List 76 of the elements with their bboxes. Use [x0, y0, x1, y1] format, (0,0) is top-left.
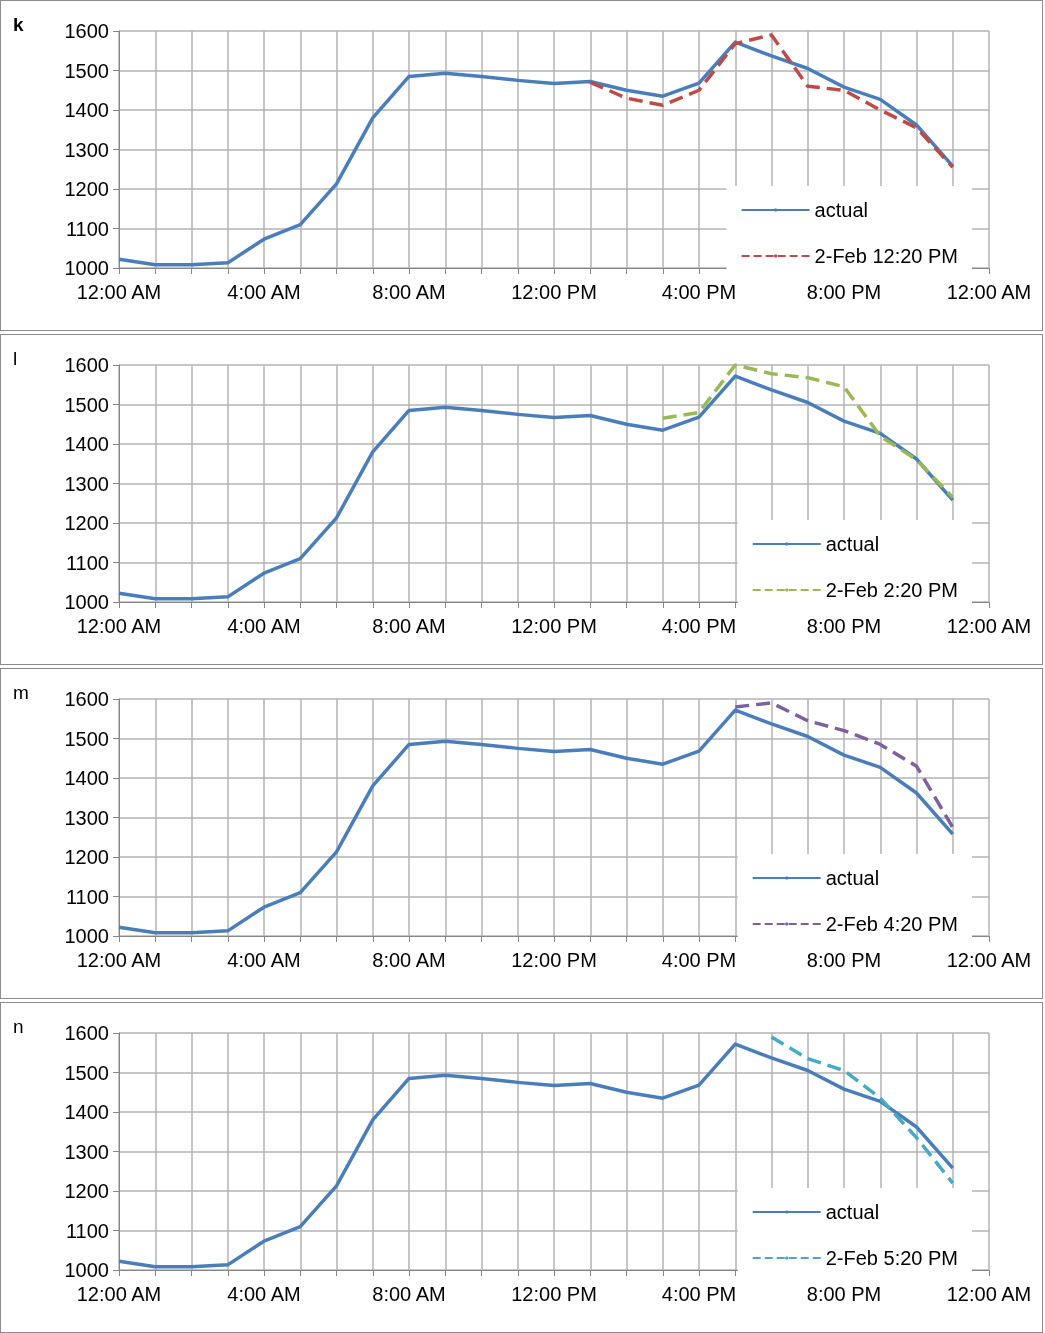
legend-label: 2-Feb 4:20 PM	[825, 913, 959, 935]
line-series	[769, 1035, 955, 1185]
legend-label: actual	[825, 533, 880, 555]
y-tick-label: 1100	[65, 551, 109, 574]
y-tick-label: 1400	[64, 433, 109, 455]
y-tick-label: 1100	[65, 1219, 109, 1242]
x-tick-label: 4:00 AM	[227, 281, 301, 303]
y-tick-label: 1600	[64, 1022, 109, 1044]
y-tick-label: 1300	[64, 806, 109, 829]
x-tick-label: 8:00 AM	[372, 1283, 446, 1305]
x-tick-label: 8:00 PM	[806, 615, 882, 637]
x-tick-label: 4:00 AM	[227, 949, 301, 971]
x-tick-label: 8:00 AM	[372, 281, 446, 303]
x-tick-label: 4:00 AM	[227, 615, 301, 637]
line-series	[117, 708, 955, 935]
y-tick-label: 1000	[64, 257, 109, 279]
x-tick-label: 8:00 AM	[372, 949, 446, 971]
line-series	[588, 33, 955, 170]
y-tick-label: 1000	[64, 591, 109, 613]
x-tick-label: 12:00 AM	[946, 949, 1032, 971]
x-tick-label: 12:00 AM	[76, 615, 162, 637]
y-tick-label: 1400	[64, 99, 109, 121]
y-tick-label: 1200	[64, 178, 109, 200]
y-tick-label: 1100	[65, 217, 109, 240]
y-tick-label: 1400	[64, 767, 109, 789]
x-tick-label: 8:00 PM	[806, 949, 882, 971]
y-tick-label: 1300	[64, 472, 109, 495]
y-tick-label: 1200	[64, 1180, 109, 1202]
text: m	[13, 682, 29, 703]
x-tick-label: 12:00 AM	[946, 281, 1032, 303]
x-tick-label: 12:00 AM	[946, 1283, 1032, 1305]
y-tick-label: 1600	[64, 688, 109, 710]
y-tick-label: 1200	[64, 512, 109, 534]
y-tick-label: 1600	[64, 20, 109, 42]
text: n	[13, 1016, 24, 1037]
x-tick-label: 12:00 PM	[511, 1283, 597, 1305]
line-series	[733, 701, 955, 830]
y-tick-label: 1300	[64, 138, 109, 161]
x-tick-label: 12:00 PM	[511, 281, 597, 303]
x-tick-label: 12:00 AM	[76, 281, 162, 303]
line-series	[117, 374, 955, 601]
text: k	[13, 14, 24, 35]
y-tick-label: 1200	[64, 846, 109, 868]
y-tick-label: 1500	[64, 59, 109, 82]
legend-label: actual	[825, 1201, 880, 1223]
y-tick-label: 1000	[64, 925, 109, 947]
legend-label: 2-Feb 2:20 PM	[825, 579, 959, 601]
legend-label: 2-Feb 12:20 PM	[814, 245, 959, 267]
y-tick-label: 1100	[65, 885, 109, 908]
legend-label: actual	[814, 199, 868, 221]
x-tick-label: 12:00 AM	[946, 615, 1032, 637]
y-tick-label: 1500	[64, 727, 109, 750]
y-tick-label: 1500	[64, 1061, 109, 1084]
line-series	[117, 40, 955, 267]
legend-label: actual	[825, 867, 880, 889]
y-tick-label: 1000	[64, 1259, 109, 1281]
x-tick-label: 4:00 PM	[661, 1283, 737, 1305]
x-tick-label: 12:00 AM	[76, 949, 162, 971]
x-tick-label: 12:00 AM	[76, 1283, 162, 1305]
x-tick-label: 12:00 PM	[511, 949, 597, 971]
line-series	[117, 1042, 955, 1269]
x-tick-label: 8:00 PM	[806, 1283, 882, 1305]
x-tick-label: 8:00 AM	[372, 615, 446, 637]
x-tick-label: 4:00 PM	[661, 281, 737, 303]
x-tick-label: 4:00 PM	[661, 615, 737, 637]
x-tick-label: 12:00 PM	[511, 615, 597, 637]
y-tick-label: 1400	[64, 1101, 109, 1123]
y-tick-label: 1500	[64, 393, 109, 416]
y-tick-label: 1600	[64, 354, 109, 376]
legend-label: 2-Feb 5:20 PM	[825, 1247, 959, 1269]
x-tick-label: 8:00 PM	[806, 281, 882, 303]
text: l	[13, 348, 18, 369]
x-tick-label: 4:00 AM	[227, 1283, 301, 1305]
line-series	[661, 363, 955, 500]
x-tick-label: 4:00 PM	[661, 949, 737, 971]
y-tick-label: 1300	[64, 1140, 109, 1163]
